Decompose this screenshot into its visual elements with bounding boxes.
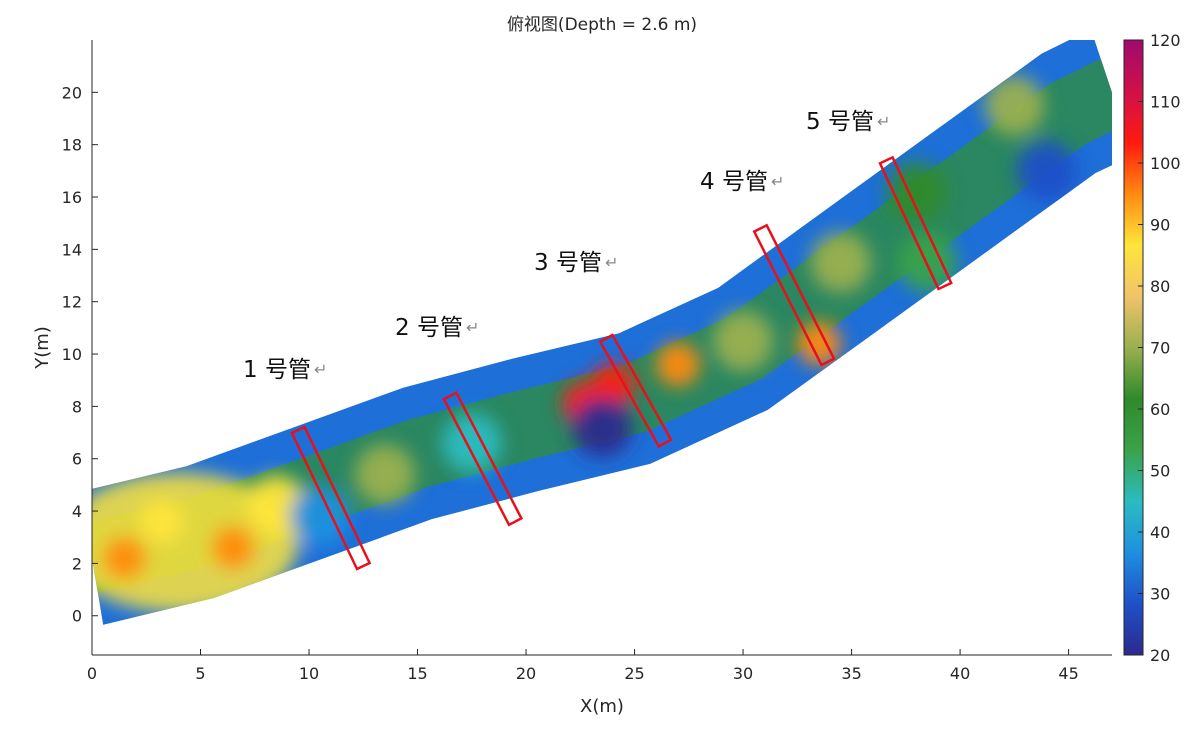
x-tick-label: 0 (87, 664, 97, 683)
anomaly-blob-7 (441, 413, 502, 473)
anomaly-blob-16 (984, 75, 1045, 136)
x-axis-ticks: 0 5 10 15 20 25 30 35 40 45 (87, 649, 1079, 683)
anomaly-blob-1 (102, 536, 147, 581)
anomaly-blob-6 (355, 444, 415, 505)
y-tick-label: 14 (62, 240, 82, 259)
pipe-label-5: 5 号管 (806, 109, 874, 135)
pipe-box-1 (290, 425, 372, 571)
pipe-box-3 (598, 333, 673, 449)
x-tick-label: 35 (841, 664, 861, 683)
colorbar-tick-label: 30 (1150, 585, 1170, 604)
colorbar-tick-label: 90 (1150, 216, 1170, 235)
y-tick-label: 6 (72, 450, 82, 469)
plot-area: 0 5 10 15 20 25 30 35 40 45 0 2 4 6 8 10 12 14 16 18 20 (62, 40, 1112, 683)
anomaly-blob-9 (590, 363, 635, 408)
pipe-label-4: 4 号管 (700, 169, 768, 195)
pipe-box-5 (878, 155, 953, 291)
anomaly-blob-18 (1016, 140, 1077, 201)
colorbar-tick-label: 70 (1150, 339, 1170, 358)
anomaly-blob-5 (289, 486, 350, 547)
pipe-label-1: 1 号管 (243, 357, 311, 383)
y-tick-label: 0 (72, 607, 82, 626)
anomaly-layer (92, 75, 1077, 613)
annotations: 1 号管 ↵2 号管 ↵3 号管 ↵4 号管 ↵5 号管 ↵ (243, 109, 890, 383)
x-tick-label: 25 (624, 664, 644, 683)
x-tick-label: 5 (195, 664, 205, 683)
y-axis-ticks: 0 2 4 6 8 10 12 14 16 18 20 (62, 83, 98, 626)
x-tick-label: 30 (733, 664, 753, 683)
colorbar-tick-label: 40 (1150, 523, 1170, 542)
anomaly-blob-17 (897, 232, 958, 293)
return-arrow-icon: ↵ (605, 253, 618, 272)
return-arrow-icon: ↵ (877, 112, 890, 131)
y-tick-label: 2 (72, 554, 82, 573)
y-tick-label: 16 (62, 188, 82, 207)
colorbar-tick-label: 20 (1150, 646, 1170, 665)
chart-title: 俯视图(Depth = 2.6 m) (507, 15, 697, 35)
y-tick-label: 20 (62, 83, 82, 102)
x-tick-label: 20 (516, 664, 536, 683)
anomaly-blob-3 (211, 525, 256, 570)
return-arrow-icon: ↵ (771, 172, 784, 191)
anomaly-blob-13 (797, 321, 841, 366)
y-axis-label: Y(m) (32, 326, 53, 370)
colorbar-tick-label: 110 (1150, 93, 1181, 112)
x-tick-label: 45 (1058, 664, 1078, 683)
y-tick-label: 10 (62, 345, 82, 364)
pipe-label-2: 2 号管 (395, 315, 463, 341)
return-arrow-icon: ↵ (314, 360, 327, 379)
anomaly-blob-12 (713, 311, 774, 371)
colorbar-ticks: 20 30 40 50 60 70 80 90 100 110 120 (1138, 31, 1181, 665)
colorbar: 20 30 40 50 60 70 80 90 100 110 120 (1123, 31, 1181, 665)
x-tick-label: 10 (299, 664, 319, 683)
x-axis-label: X(m) (580, 696, 624, 717)
y-tick-label: 4 (72, 502, 82, 521)
pipe-layer (290, 155, 953, 571)
anomaly-blob-10 (572, 397, 632, 458)
return-arrow-icon: ↵ (466, 318, 479, 337)
pipe-box-4 (752, 223, 836, 367)
x-tick-label: 40 (950, 664, 970, 683)
x-tick-label: 15 (407, 664, 427, 683)
anomaly-blob-11 (656, 342, 700, 387)
colorbar-tick-label: 100 (1150, 154, 1181, 173)
y-tick-label: 12 (62, 293, 82, 312)
pipe-box-2 (442, 391, 524, 527)
y-tick-label: 18 (62, 136, 82, 155)
colorbar-tick-label: 120 (1150, 31, 1181, 50)
anomaly-blob-15 (886, 161, 947, 222)
y-tick-label: 8 (72, 397, 82, 416)
anomaly-blob-2 (139, 499, 184, 544)
colorbar-tick-label: 50 (1150, 462, 1170, 481)
anomaly-blob-14 (810, 232, 871, 293)
colorbar-tick-label: 80 (1150, 277, 1170, 296)
axes (91, 40, 1112, 656)
colorbar-tick-label: 60 (1150, 400, 1170, 419)
pipe-label-3: 3 号管 (534, 250, 602, 276)
heatmap-strip (92, 40, 1112, 625)
